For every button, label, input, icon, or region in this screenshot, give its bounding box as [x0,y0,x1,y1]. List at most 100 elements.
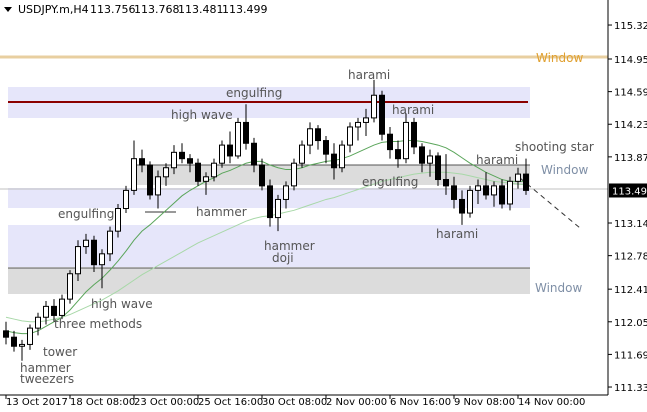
pattern-label: engulfing [226,86,282,100]
pattern-label: hammer [20,361,71,375]
menu-triangle[interactable] [4,7,12,12]
candle-body [515,173,521,182]
candle-body [187,158,193,164]
candle-body [35,316,41,329]
candle-body [59,298,65,316]
candle-body [155,176,161,196]
y-tick-label: 114.230 [614,120,647,131]
candle-body [355,121,361,128]
pattern-label: tweezers [20,372,74,386]
y-tick-label: 112.780 [614,252,647,263]
x-tick-label: 6 Nov 16:00 [390,397,451,408]
candle-body [19,343,25,347]
candle-body [307,128,313,146]
candle-body [315,128,321,142]
x-tick-label: 9 Nov 08:00 [454,397,515,408]
candle-body [395,149,401,160]
candle-body [203,176,209,182]
candle-body [163,167,169,178]
candle-body [475,185,481,191]
symbol: USDJPY.m,H4 [18,3,89,16]
candle-body [139,158,145,166]
candle-body [299,144,305,164]
pattern-label: hammer [196,205,247,219]
candle-body [491,185,497,196]
candle-body [99,253,105,266]
window-label: Window [536,51,584,65]
candle-body [211,162,217,178]
candle-body [371,94,377,119]
zone [8,268,530,294]
pattern-label: hammer [264,239,315,253]
candle-body [179,151,185,160]
candle-body [283,185,289,200]
candle-body [259,164,265,187]
candle-body [51,305,57,316]
candle-body [459,198,465,214]
x-tick-label: 30 Oct 08:00 [262,397,327,408]
zone [133,165,530,185]
pattern-label: high wave [171,108,233,122]
x-tick-label: 18 Oct 08:00 [70,397,135,408]
last-price-box [609,183,647,198]
candle-body [131,158,137,191]
x-tick-label: 23 Oct 00:00 [134,397,199,408]
quote: 113.756 [90,3,136,16]
candle-body [107,230,113,255]
y-tick-label: 113.140 [614,219,647,230]
plot [3,79,529,361]
quote: 113.768 [134,3,180,16]
candle-body [123,189,129,210]
x-tick-label: 13 Oct 2017 [6,397,68,408]
candle-body [267,185,273,219]
candle-body [435,155,441,181]
candle-body [147,164,153,196]
candle-body [331,153,337,169]
pattern-label: shooting star [515,140,594,154]
candle-body [451,185,457,200]
pattern-label: harami [348,68,390,82]
candle-body [75,246,81,275]
candle-body [467,189,473,214]
moving-average [5,140,526,335]
y-tick-label: 112.410 [614,285,647,296]
last-price-label: 113.499 [612,186,647,197]
candle-body [403,121,409,160]
candle-body [347,126,353,146]
pattern-label: doji [272,251,294,265]
candle-body [91,239,97,266]
candle-body [27,327,33,345]
candle-body [11,336,17,347]
candle-body [83,239,89,248]
pattern-label: tower [43,345,77,359]
window-label: Window [535,281,583,295]
candle-body [251,142,257,166]
candle-body [427,155,433,164]
candle-body [275,198,281,219]
y-tick-label: 112.050 [614,318,647,329]
candle-body [171,151,177,169]
x-tick-label: 25 Oct 16:00 [198,397,263,408]
candle-body [419,146,425,164]
candle-body [483,185,489,196]
candle-body [219,144,225,164]
y-tick-label: 113.870 [614,153,647,164]
candle-body [507,180,513,205]
candle-body [195,162,201,182]
candle-body [443,179,449,187]
y-tick-label: 114.950 [614,55,647,66]
x-tick-label: 2 Nov 00:00 [326,397,387,408]
pattern-label: harami [436,227,478,241]
quote: 113.481 [178,3,224,16]
candle-body [523,173,529,191]
candle-body [363,117,369,123]
y-tick-label: 114.590 [614,88,647,99]
pattern-label: engulfing [362,175,418,189]
candle-body [3,330,9,338]
candle-body [227,144,233,157]
projection [519,177,581,229]
x-tick-label: 14 Nov 00:00 [518,397,585,408]
candle-body [323,140,329,155]
candle-body [291,162,297,187]
candle-body [379,94,385,135]
